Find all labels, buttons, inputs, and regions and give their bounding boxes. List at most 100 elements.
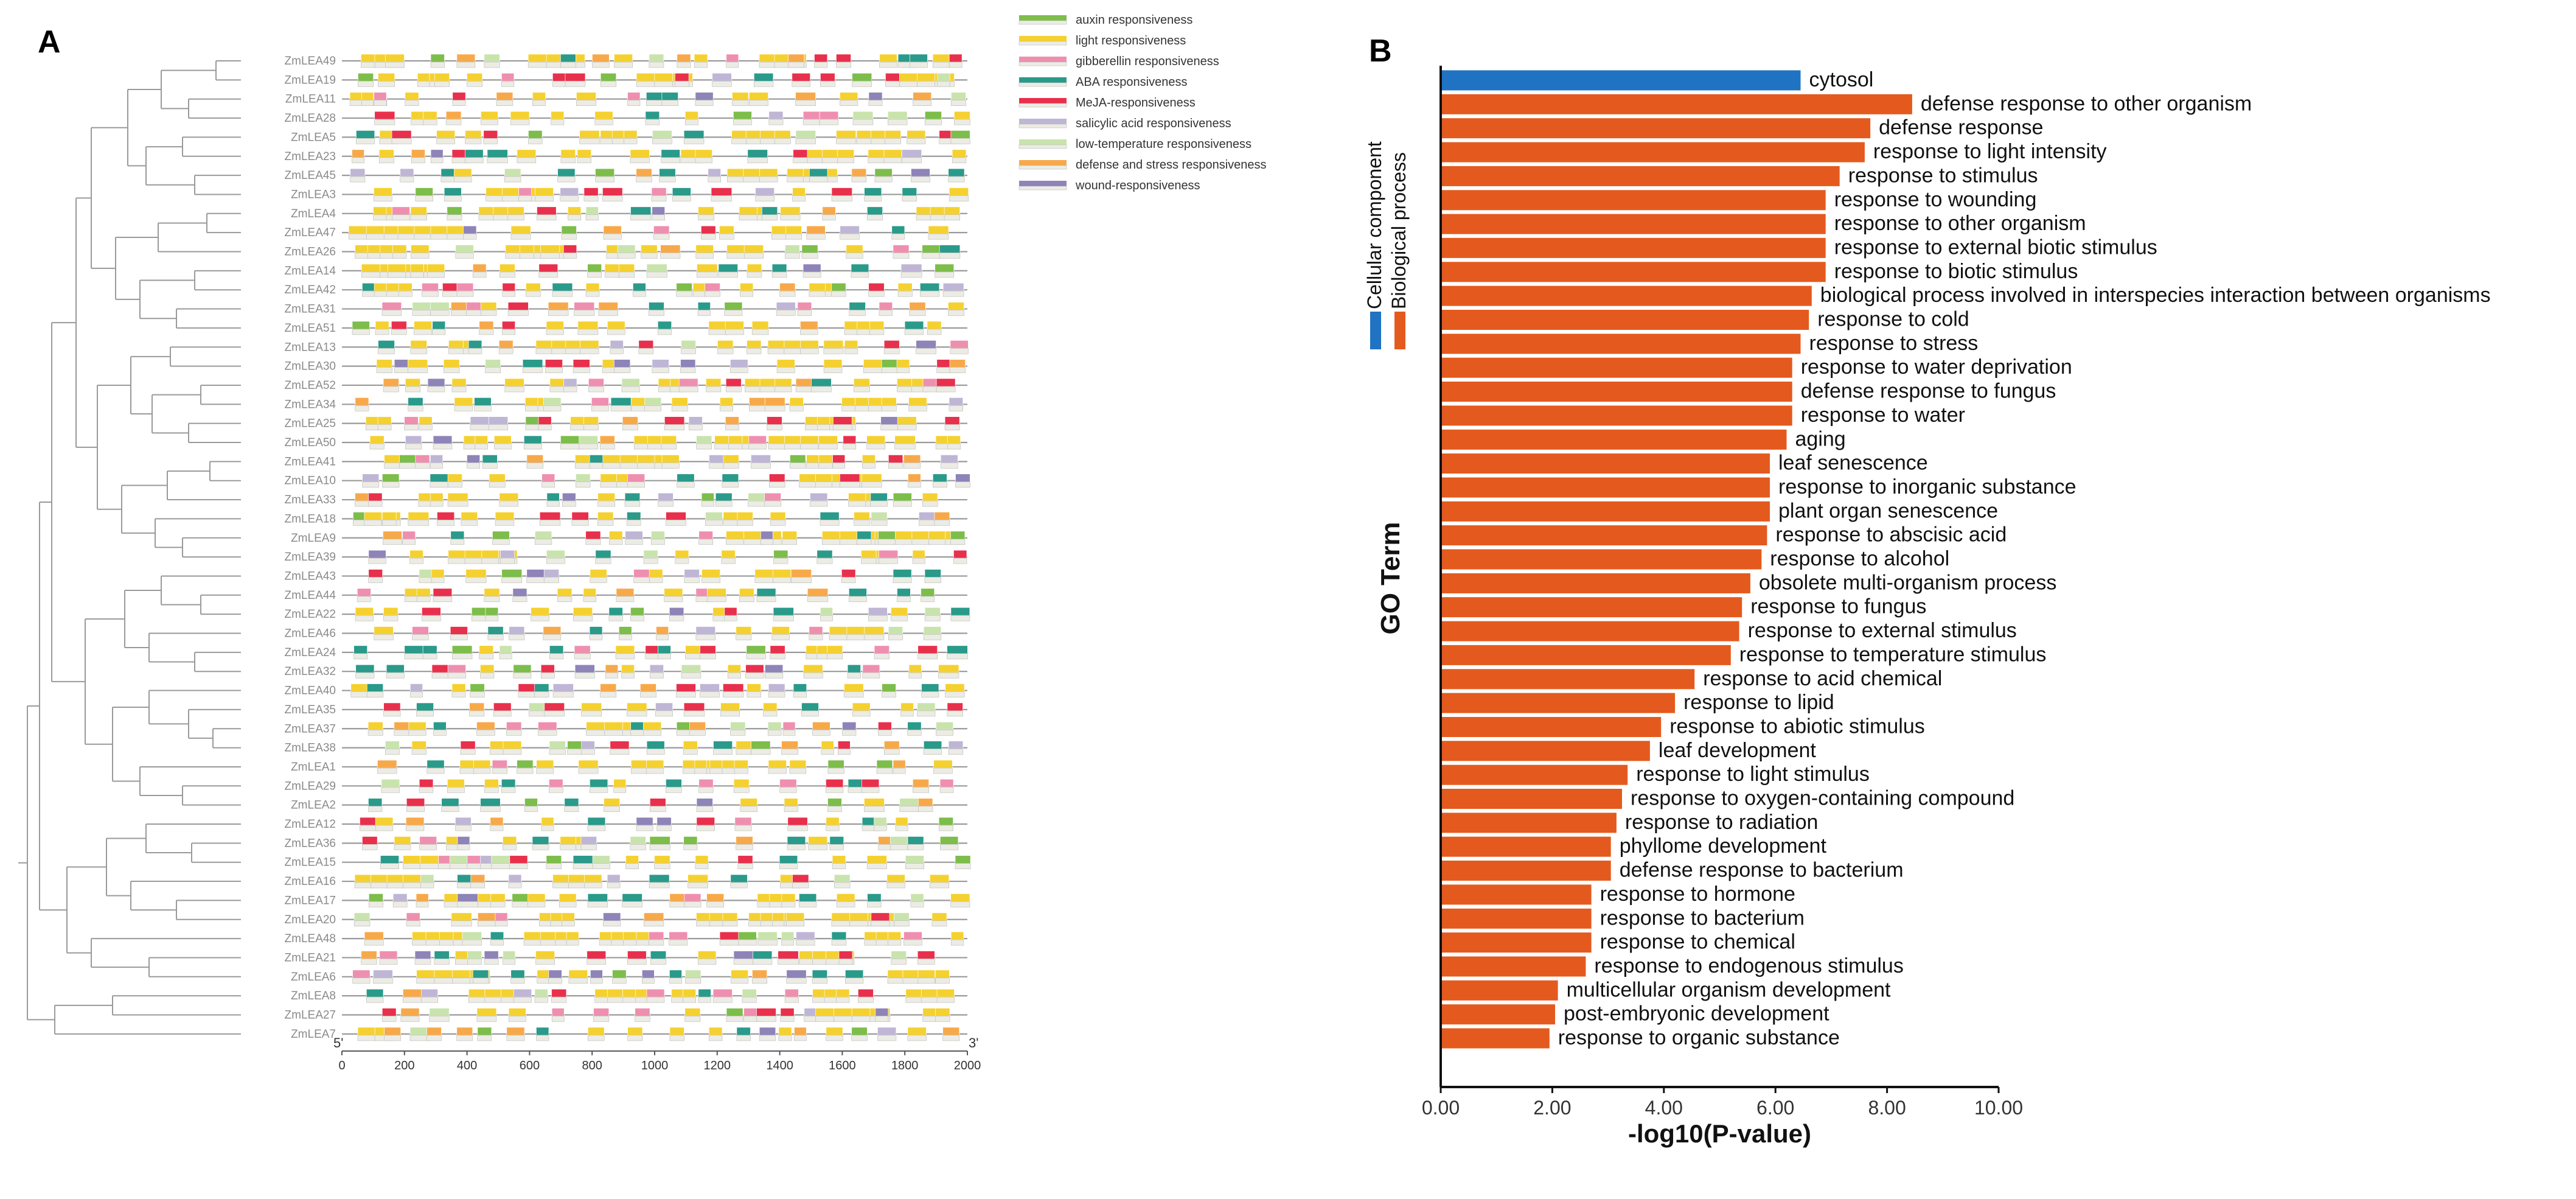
cis-element-block xyxy=(469,702,485,711)
cis-element-shadow xyxy=(654,863,670,869)
cis-element-shadow xyxy=(644,405,662,411)
cis-element-shadow xyxy=(495,920,508,927)
cis-element-shadow xyxy=(759,176,778,183)
cis-element-shadow xyxy=(747,348,762,354)
cis-element-shadow xyxy=(700,691,720,697)
bar-term-label: response to lipid xyxy=(1683,691,1834,714)
cis-element-block xyxy=(484,588,500,597)
cis-element-shadow xyxy=(851,176,867,183)
cis-element-block xyxy=(651,187,667,196)
cis-element-block xyxy=(768,683,785,692)
cis-element-block xyxy=(495,512,515,520)
cis-element-block xyxy=(604,798,620,807)
cis-element-shadow xyxy=(456,1035,473,1041)
cis-element-block xyxy=(656,626,669,635)
cis-element-block xyxy=(742,988,757,998)
cis-element-shadow xyxy=(609,539,623,545)
cis-element-shadow xyxy=(451,977,473,984)
cis-element-block xyxy=(955,855,971,864)
cis-element-block xyxy=(455,245,474,253)
cis-element-shadow xyxy=(731,977,748,984)
cis-element-block xyxy=(759,54,776,63)
cis-element-block xyxy=(605,664,619,673)
cis-element-block xyxy=(868,149,886,158)
cis-element-block xyxy=(508,874,522,883)
bar-term-label: leaf development xyxy=(1659,739,1817,762)
cis-element-block xyxy=(378,72,395,82)
cis-element-block xyxy=(654,855,670,864)
cis-element-block xyxy=(852,702,871,711)
cis-element-shadow xyxy=(507,214,524,221)
cis-element-block xyxy=(911,531,931,540)
cis-element-block xyxy=(602,187,623,196)
cis-element-block xyxy=(816,550,833,559)
cis-element-block xyxy=(730,359,748,368)
bar xyxy=(1441,262,1826,282)
cis-element-block xyxy=(883,741,900,749)
cis-element-shadow xyxy=(734,825,752,831)
cis-element-block xyxy=(765,664,784,673)
cis-element-block xyxy=(490,893,506,902)
cis-element-block xyxy=(485,607,499,616)
cis-element-shadow xyxy=(457,882,472,889)
cis-element-shadow xyxy=(904,329,924,335)
cis-element-shadow xyxy=(844,348,858,354)
cis-element-shadow xyxy=(378,157,394,164)
cis-element-block xyxy=(624,130,638,139)
cis-element-shadow xyxy=(456,61,476,68)
cis-element-shadow xyxy=(907,138,926,144)
cis-element-shadow xyxy=(405,100,419,106)
cis-element-shadow xyxy=(894,920,910,927)
cis-element-shadow xyxy=(911,539,931,545)
cis-element-shadow xyxy=(736,634,752,640)
cis-element-shadow xyxy=(408,367,428,373)
cis-element-block xyxy=(509,855,528,864)
cis-element-shadow xyxy=(394,844,411,850)
cis-element-shadow xyxy=(437,520,455,526)
cis-element-block xyxy=(749,92,768,101)
cis-element-block xyxy=(774,130,791,139)
cis-element-block xyxy=(912,550,925,559)
cis-element-block xyxy=(713,741,733,749)
cis-element-shadow xyxy=(950,615,970,621)
cis-element-block xyxy=(504,168,521,177)
cis-element-shadow xyxy=(812,977,827,984)
cis-element-shadow xyxy=(832,863,846,869)
bar-term-label: multicellular organism development xyxy=(1567,978,1891,1001)
cis-element-block xyxy=(649,664,664,673)
cis-element-block xyxy=(737,512,753,520)
cis-element-block xyxy=(722,912,738,921)
cis-element-shadow xyxy=(698,539,713,545)
cis-element-shadow xyxy=(411,253,430,259)
bar-term-label: response to abiotic stimulus xyxy=(1669,715,1925,738)
cis-element-shadow xyxy=(786,977,807,984)
cis-element-shadow xyxy=(672,195,691,201)
cis-element-shadow xyxy=(713,749,733,755)
cis-element-shadow xyxy=(837,901,855,907)
cis-element-shadow xyxy=(484,596,500,603)
cis-element-shadow xyxy=(782,730,796,736)
cis-element-shadow xyxy=(909,310,926,316)
cis-element-block xyxy=(368,798,383,807)
cis-element-block xyxy=(633,282,646,292)
cis-element-shadow xyxy=(950,539,966,545)
cis-element-block xyxy=(899,798,919,807)
cis-element-block xyxy=(954,111,970,120)
cis-element-shadow xyxy=(745,138,762,144)
cis-element-block xyxy=(864,798,885,807)
cis-element-block xyxy=(837,741,851,749)
cis-element-shadow xyxy=(930,882,950,889)
bar xyxy=(1441,717,1662,737)
cis-element-shadow xyxy=(755,195,775,201)
bar-term-label: post-embryonic development xyxy=(1564,1002,1829,1026)
cis-element-shadow xyxy=(434,977,454,984)
cis-element-shadow xyxy=(366,233,386,240)
cis-element-shadow xyxy=(612,977,627,984)
cis-element-block xyxy=(680,359,696,368)
cis-element-block xyxy=(493,702,512,711)
cis-element-shadow xyxy=(657,329,672,335)
cis-element-block xyxy=(414,951,431,959)
cis-element-block xyxy=(897,378,914,387)
cis-element-shadow xyxy=(792,81,811,87)
cis-element-block xyxy=(383,531,402,540)
